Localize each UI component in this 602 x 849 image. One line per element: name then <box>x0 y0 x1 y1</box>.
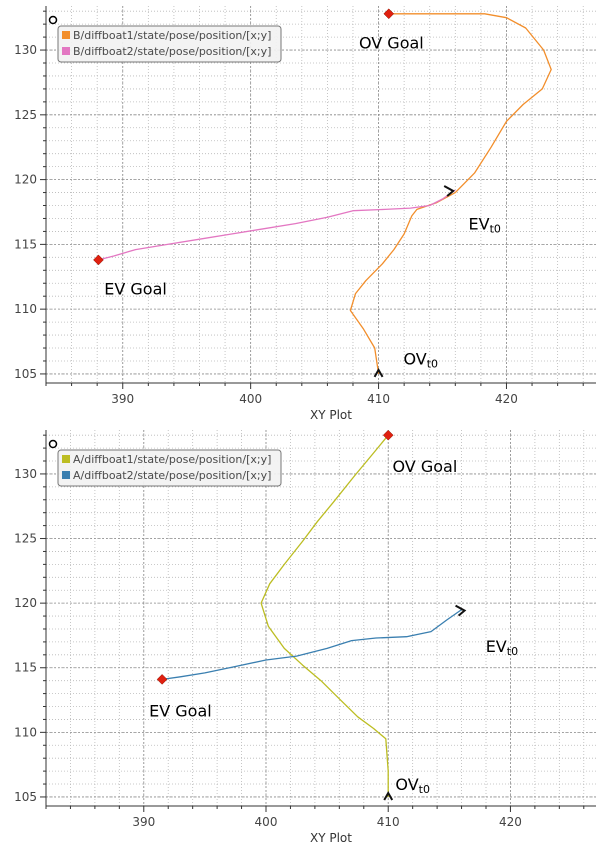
goal-marker <box>383 8 395 20</box>
goal-label: EV Goal <box>104 279 167 298</box>
grid-minor <box>45 6 596 383</box>
x-tick-label: 420 <box>499 815 522 829</box>
start-arrow <box>383 790 394 801</box>
series-line-1 <box>260 434 389 797</box>
legend-entry[interactable]: B/diffboat1/state/pose/position/[x;y] <box>73 29 271 42</box>
x-tick-label: 390 <box>111 392 134 406</box>
legend: A/diffboat1/state/pose/position/[x;y] A/d… <box>57 449 282 487</box>
goal-label: EV Goal <box>149 701 212 720</box>
legend-swatch <box>62 31 70 39</box>
legend-entry[interactable]: B/diffboat2/state/pose/position/[x;y] <box>73 45 271 58</box>
goal-label: OV Goal <box>392 457 457 476</box>
start-label: OVt0 <box>395 775 430 796</box>
start-label: EVt0 <box>469 215 501 236</box>
legend-entry[interactable]: A/diffboat2/state/pose/position/[x;y] <box>73 469 271 482</box>
x-tick-label: 420 <box>495 392 518 406</box>
x-tick-label: 410 <box>367 392 390 406</box>
series-line-2 <box>98 189 456 261</box>
x-axis-label: XY Plot <box>310 831 352 845</box>
legend: B/diffboat1/state/pose/position/[x;y] B/d… <box>57 25 282 63</box>
corner-circle-icon <box>48 439 58 449</box>
y-tick-label: 130 <box>14 467 37 481</box>
goal-marker <box>156 674 168 685</box>
top-plot: 390 400 410 420 105 110 115 120 125 130 XY Plot OV … <box>14 6 596 422</box>
y-tick-label: 115 <box>14 661 37 675</box>
plot-area[interactable] <box>46 6 596 383</box>
y-tick-label: 125 <box>14 532 37 546</box>
y-tick-label: 120 <box>14 173 37 187</box>
legend-swatch <box>62 455 70 463</box>
legend-entry[interactable]: A/diffboat1/state/pose/position/[x;y] <box>73 453 271 466</box>
x-tick-label: 400 <box>255 815 278 829</box>
legend-swatch <box>62 47 70 55</box>
x-tick-label: 390 <box>132 815 155 829</box>
start-label: OVt0 <box>403 349 438 370</box>
bottom-plot: 390 400 410 420 105 110 115 120 125 130 XY Plot OV … <box>14 429 596 845</box>
y-tick-label: 110 <box>14 725 37 739</box>
series-line-2 <box>162 609 462 681</box>
start-arrow <box>443 185 455 197</box>
y-tick-label: 115 <box>14 237 37 251</box>
start-arrow <box>373 367 384 378</box>
legend-swatch <box>62 471 70 479</box>
corner-circle-icon <box>48 15 58 25</box>
x-axis-label: XY Plot <box>310 408 352 422</box>
start-arrow <box>455 604 467 617</box>
goal-marker <box>382 429 394 441</box>
start-label: EVt0 <box>486 637 518 658</box>
y-tick-label: 105 <box>14 367 37 381</box>
x-tick-label: 410 <box>377 815 400 829</box>
y-tick-label: 120 <box>14 596 37 610</box>
y-tick-label: 125 <box>14 108 37 122</box>
series-line-1 <box>349 13 552 374</box>
y-tick-label: 105 <box>14 790 37 804</box>
goal-marker <box>93 254 104 266</box>
goal-label: OV Goal <box>359 33 424 52</box>
plot-area[interactable] <box>46 430 596 806</box>
y-tick-label: 130 <box>14 43 37 57</box>
y-tick-label: 110 <box>14 302 37 316</box>
x-tick-label: 400 <box>239 392 262 406</box>
